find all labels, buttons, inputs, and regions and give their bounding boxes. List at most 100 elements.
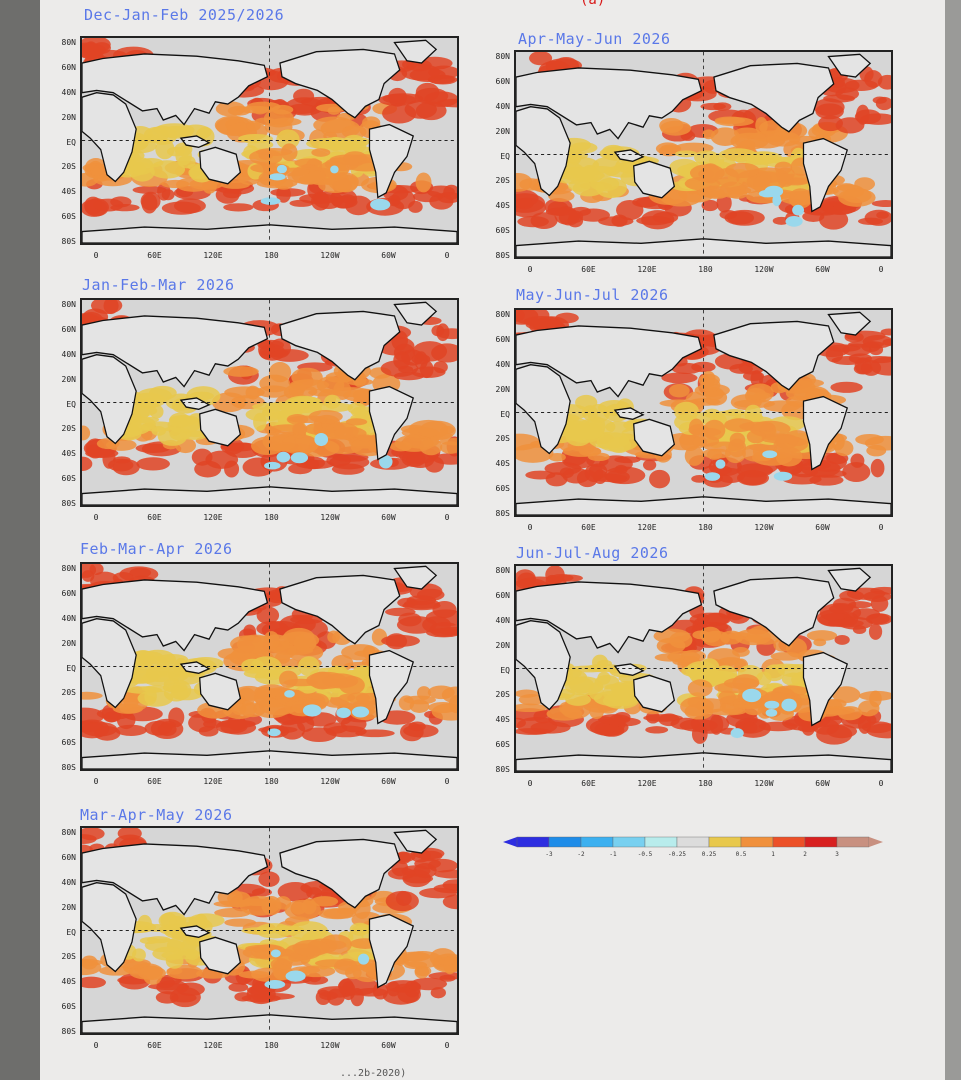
- longitude-label: 120E: [637, 523, 657, 532]
- latitude-label: 80S: [495, 251, 510, 260]
- latitude-label: 80N: [495, 52, 510, 61]
- longitude-label: 60W: [815, 523, 830, 532]
- longitude-label: 0: [878, 779, 884, 788]
- legend-color-cell: [516, 836, 550, 848]
- latitude-label: 40N: [495, 615, 510, 625]
- longitude-label: 120W: [754, 523, 774, 532]
- latitude-label: 80S: [495, 509, 510, 518]
- latitude-label: 20S: [495, 690, 510, 700]
- latitude-label: 80N: [61, 38, 76, 47]
- legend-color-cell: [836, 836, 870, 848]
- legend-color-cell: [580, 836, 614, 848]
- longitude-label: 120E: [637, 265, 657, 274]
- latitude-label: 60N: [61, 324, 76, 334]
- legend-tick-label: -1: [609, 851, 617, 858]
- legend-arrow-left: [503, 837, 517, 847]
- latitude-label: 80S: [61, 499, 76, 508]
- latitude-label: 40S: [61, 977, 76, 987]
- latitude-label: 20S: [61, 424, 76, 434]
- latitude-label: 40N: [61, 613, 76, 623]
- latitude-label: 80N: [61, 564, 76, 573]
- color-legend: -3 -2 -1 -0.5 -0.25 0.25 0.5 1 2 3: [503, 833, 883, 873]
- longitude-label: 60W: [381, 513, 396, 522]
- latitude-label: 20N: [61, 902, 76, 912]
- latitude-label: 40S: [61, 187, 76, 197]
- longitude-label: 180: [264, 513, 279, 522]
- latitude-label: 20S: [61, 688, 76, 698]
- longitude-label: 180: [264, 251, 279, 260]
- latitude-label: 60N: [61, 588, 76, 598]
- latitude-label: 60S: [61, 738, 76, 748]
- latitude-label: 40S: [61, 713, 76, 723]
- longitude-label: 180: [698, 523, 713, 532]
- panel-title: Jan-Feb-Mar 2026: [82, 276, 235, 294]
- latitude-label: 60S: [495, 740, 510, 750]
- legend-color-cell: [772, 836, 806, 848]
- legend-tick-label: -0.5: [637, 851, 653, 858]
- legend-color-cell: [740, 836, 774, 848]
- longitude-label: 180: [264, 777, 279, 786]
- longitude-label: 0: [444, 251, 450, 260]
- latitude-label: 40N: [61, 349, 76, 359]
- latitude-label: 60S: [495, 484, 510, 494]
- bottom-note: ...2b-2020): [340, 1068, 407, 1079]
- latitude-label: 80S: [61, 1027, 76, 1036]
- latitude-label: 60S: [61, 474, 76, 484]
- longitude-label: 60W: [381, 777, 396, 786]
- latitude-label: 60N: [61, 852, 76, 862]
- latitude-label: 80S: [61, 237, 76, 246]
- legend-tick-label: -0.25: [667, 851, 687, 858]
- longitude-label: 60W: [815, 779, 830, 788]
- latitude-label: 40N: [61, 877, 76, 887]
- longitude-label: 120W: [320, 251, 340, 260]
- longitude-label: 120W: [754, 779, 774, 788]
- latitude-label: 20N: [495, 126, 510, 136]
- legend-color-cell: [708, 836, 742, 848]
- latitude-label: EQ: [66, 663, 76, 673]
- longitude-label: 60E: [147, 1041, 162, 1050]
- legend-color-cell: [548, 836, 582, 848]
- sst-anomaly-map: [80, 298, 459, 507]
- legend-tick-label: 0.25: [701, 851, 717, 858]
- longitude-label: 120W: [754, 265, 774, 274]
- legend-tick-label: 2: [803, 851, 807, 858]
- latitude-label: 20N: [495, 384, 510, 394]
- latitude-label: 40N: [61, 87, 76, 97]
- legend-color-cell: [804, 836, 838, 848]
- longitude-label: 0: [444, 513, 450, 522]
- latitude-label: 60S: [61, 212, 76, 222]
- longitude-label: 0: [527, 265, 533, 274]
- longitude-label: 120E: [203, 513, 223, 522]
- panel-title: Apr-May-Jun 2026: [518, 30, 671, 48]
- legend-tick-label: 3: [835, 851, 839, 858]
- latitude-label: 80S: [495, 765, 510, 774]
- longitude-label: 180: [264, 1041, 279, 1050]
- longitude-label: 60E: [581, 779, 596, 788]
- latitude-label: 80N: [495, 566, 510, 575]
- sst-anomaly-map: [80, 562, 459, 771]
- longitude-label: 120E: [203, 1041, 223, 1050]
- longitude-label: 0: [444, 777, 450, 786]
- latitude-label: 20N: [495, 640, 510, 650]
- panel-title: Dec-Jan-Feb 2025/2026: [84, 6, 285, 24]
- latitude-label: 60N: [61, 62, 76, 72]
- latitude-label: 40S: [61, 449, 76, 459]
- latitude-label: 40S: [495, 459, 510, 469]
- longitude-label: 180: [698, 265, 713, 274]
- panel-title: Mar-Apr-May 2026: [80, 806, 233, 824]
- longitude-label: 180: [698, 779, 713, 788]
- longitude-label: 0: [93, 251, 99, 260]
- longitude-label: 0: [878, 523, 884, 532]
- color-legend-bar: [503, 836, 883, 848]
- latitude-label: 60N: [495, 334, 510, 344]
- latitude-label: 60N: [495, 76, 510, 86]
- legend-color-cell: [676, 836, 710, 848]
- longitude-label: 60E: [147, 251, 162, 260]
- longitude-label: 120E: [637, 779, 657, 788]
- longitude-label: 60E: [581, 523, 596, 532]
- sst-anomaly-map: [80, 36, 459, 245]
- legend-tick-label: 1: [771, 851, 775, 858]
- longitude-label: 60E: [581, 265, 596, 274]
- latitude-label: EQ: [500, 151, 510, 161]
- panel-title: Jun-Jul-Aug 2026: [516, 544, 669, 562]
